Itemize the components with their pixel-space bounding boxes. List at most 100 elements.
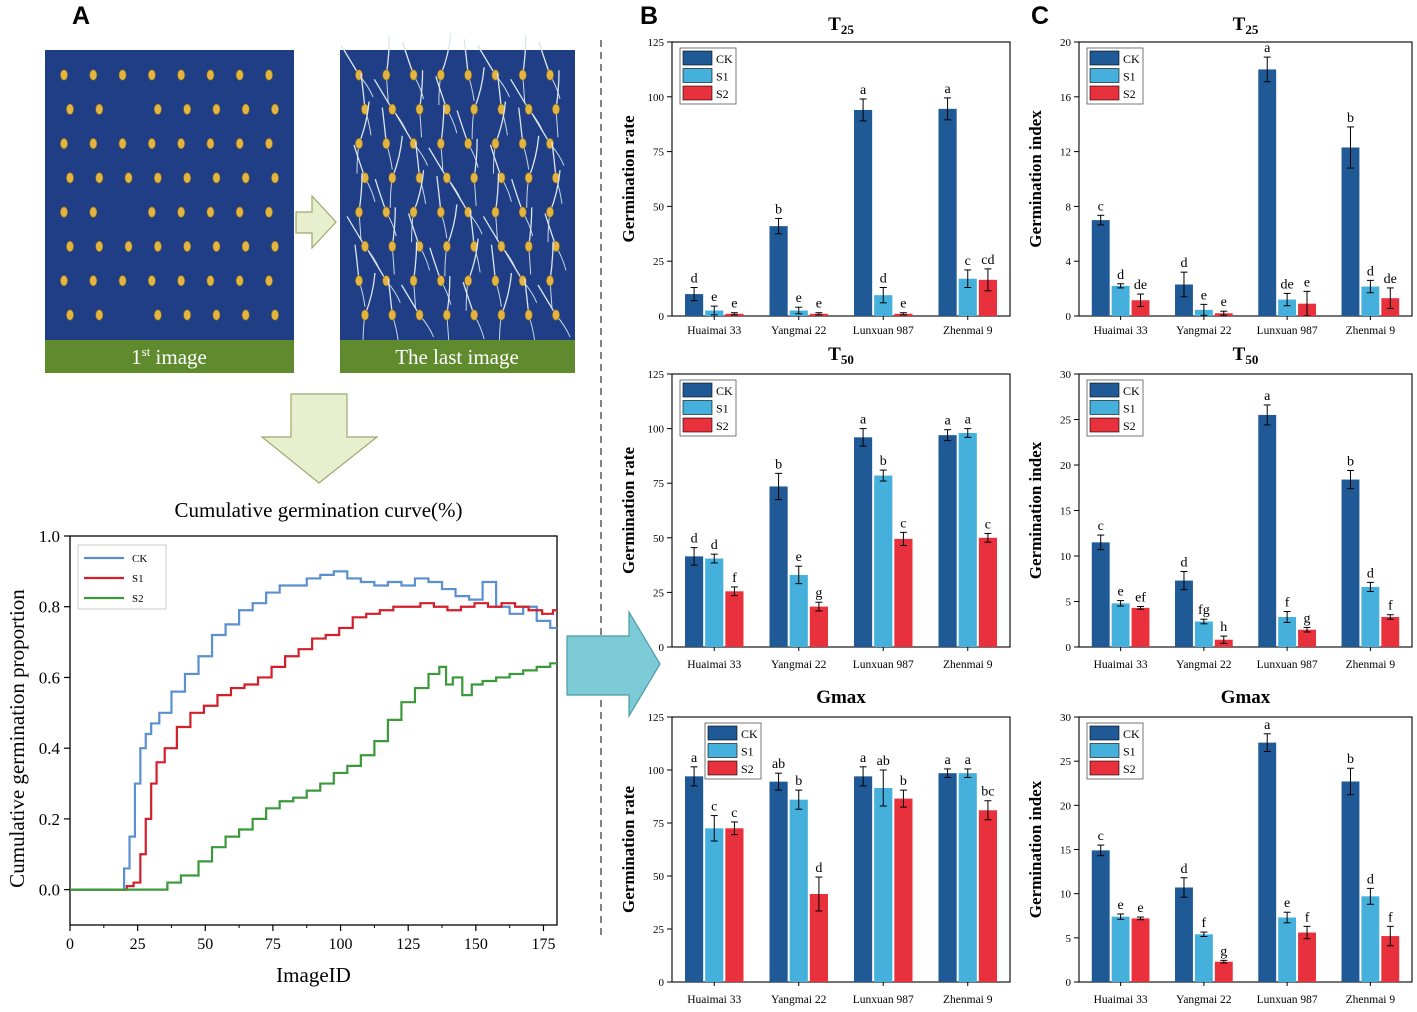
significance-letter: a [944, 82, 951, 97]
seed [177, 206, 186, 218]
significance-letter: g [1220, 944, 1227, 959]
seed [241, 103, 250, 115]
seed [382, 275, 391, 287]
y-axis-label: Germination rate [619, 115, 638, 242]
seed [524, 103, 533, 115]
bar-ck [853, 776, 873, 982]
significance-letter: c [731, 806, 737, 821]
significance-letter: d [1367, 872, 1374, 887]
seed [546, 275, 554, 287]
legend-label-ck: CK [716, 384, 733, 398]
bar-s1 [958, 432, 977, 647]
significance-letter: e [1304, 275, 1310, 290]
x-axis-label: ImageID [276, 963, 351, 987]
bar-s2 [894, 538, 913, 647]
seed [95, 103, 104, 115]
y-tick-label: 0 [1066, 311, 1072, 323]
right-arrow [295, 194, 337, 250]
y-tick-label: 0 [1066, 642, 1072, 654]
seed [265, 275, 273, 287]
c-t50-chart: T50 0 5 10 15 20 25 30 Germination index Huaimai … [1026, 344, 1413, 671]
legend-label-s1: S1 [132, 573, 144, 585]
seed [546, 138, 554, 150]
bar-ck [1258, 414, 1277, 647]
seed [147, 138, 156, 150]
cumulative-chart-title: Cumulative germination curve(%) [174, 498, 462, 522]
seed [89, 206, 98, 218]
y-tick-label: 0 [659, 977, 665, 989]
y-axis-label: Germination index [1026, 110, 1045, 248]
legend-label-ck: CK [1123, 384, 1140, 398]
seed [524, 309, 533, 321]
bar-ck [938, 108, 957, 316]
category-label: Zhenmai 9 [1346, 994, 1396, 1006]
seed [388, 309, 397, 321]
y-tick-label: 0 [1066, 977, 1072, 989]
seed [524, 240, 533, 252]
legend-label-s2: S2 [1123, 762, 1136, 776]
bar-s2 [1131, 918, 1150, 982]
category-label: Zhenmai 9 [943, 325, 993, 337]
bar-s2 [1381, 936, 1400, 982]
y-tick-label: 4 [1066, 256, 1072, 268]
y-tick-label: 5 [1066, 933, 1072, 945]
y-tick-label: 100 [648, 92, 665, 104]
bar-ck [769, 226, 788, 316]
down-arrow [260, 393, 379, 484]
seed [409, 138, 418, 150]
bar-ck [684, 556, 704, 647]
y-tick-label: 50 [653, 533, 665, 545]
chart-title-sub: 25 [1245, 22, 1259, 37]
category-label: Huaimai 33 [1094, 994, 1148, 1006]
seed [491, 206, 500, 218]
seed [409, 206, 418, 218]
seed [95, 172, 104, 184]
seed [524, 172, 533, 184]
category-label: Huaimai 33 [687, 994, 741, 1006]
x-tick-label: 175 [531, 936, 555, 953]
x-tick-label: 0 [66, 936, 74, 953]
y-tick-label: 125 [648, 369, 665, 381]
bar-ck [853, 109, 873, 317]
seed [546, 69, 554, 81]
seed [118, 138, 127, 150]
significance-letter: f [732, 571, 737, 586]
seed [265, 69, 273, 81]
significance-letter: e [731, 297, 737, 312]
seed [355, 69, 363, 81]
bar-ck [1091, 220, 1110, 316]
significance-letter: d [1367, 566, 1374, 581]
bar-ck [938, 435, 957, 647]
bar-ck [1258, 69, 1277, 317]
bar-s1 [1361, 286, 1380, 316]
category-label: Lunxuan 987 [1257, 325, 1318, 337]
seed [436, 206, 445, 218]
seed [388, 172, 397, 184]
significance-letter: h [1220, 620, 1227, 635]
seed [271, 172, 279, 184]
legend-label-s1: S1 [1123, 70, 1136, 84]
significance-letter: b [775, 202, 782, 217]
significance-letter: d [1117, 268, 1124, 283]
category-label: Yangmai 22 [771, 325, 827, 337]
chart-title: Gmax [816, 687, 866, 708]
seed [241, 309, 250, 321]
seed [271, 309, 279, 321]
seed [518, 275, 527, 287]
seed [470, 103, 479, 115]
curve-s1 [70, 602, 557, 891]
category-label: Lunxuan 987 [853, 659, 914, 671]
category-label: Lunxuan 987 [853, 325, 914, 337]
seed [212, 309, 221, 321]
seed [415, 309, 424, 321]
significance-letter: c [965, 254, 971, 269]
bar-s1 [789, 574, 808, 647]
bar-s1 [1361, 586, 1380, 647]
seed [235, 206, 244, 218]
bar-s2 [894, 798, 913, 982]
seed [235, 275, 244, 287]
category-label: Huaimai 33 [687, 325, 741, 337]
y-tick-label: 20 [1060, 800, 1072, 812]
bar-s1 [1278, 616, 1297, 647]
